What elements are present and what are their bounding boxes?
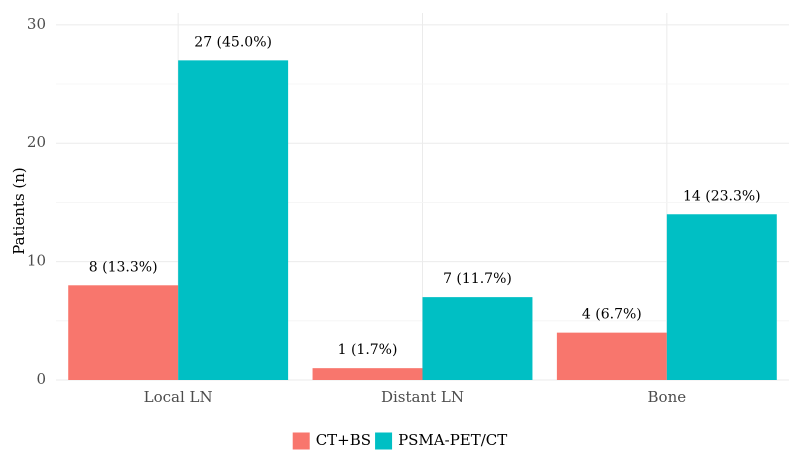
bar: [312, 368, 423, 380]
y-tick-label: 20: [27, 133, 46, 151]
bars: [68, 60, 777, 381]
bar-data-label: 7 (11.7%): [443, 271, 512, 287]
x-tick-label: Distant LN: [381, 388, 464, 406]
y-tick-label: 10: [27, 252, 46, 270]
bar: [666, 214, 777, 380]
legend-label: CT+BS: [316, 431, 371, 449]
x-tick-label: Local LN: [144, 388, 213, 406]
y-axis-title: Patients (n): [10, 167, 28, 255]
y-tick-label: 0: [36, 370, 46, 388]
bar-labels: 8 (13.3%) 27 (45.0%) 1 (1.7%) 7 (11.7%) 4 (6…: [89, 34, 761, 358]
bar: [556, 332, 667, 380]
bar-data-label: 8 (13.3%): [89, 259, 158, 275]
legend-swatch: [375, 432, 393, 450]
bar-data-label: 14 (23.3%): [683, 188, 761, 204]
x-axis-ticks: Local LN Distant LN Bone: [144, 388, 687, 406]
y-tick-label: 30: [27, 15, 46, 33]
x-tick-label: Bone: [648, 388, 687, 406]
legend: CT+BS PSMA-PET/CT: [292, 431, 507, 450]
bar: [178, 60, 289, 381]
bar-data-label: 1 (1.7%): [338, 342, 398, 358]
y-axis-ticks: 0 10 20 30: [27, 15, 46, 388]
legend-swatch: [292, 432, 310, 450]
legend-label: PSMA-PET/CT: [398, 431, 507, 449]
bar: [68, 285, 179, 380]
bar-data-label: 27 (45.0%): [194, 34, 272, 50]
bar: [422, 297, 533, 380]
bar-data-label: 4 (6.7%): [582, 307, 642, 323]
